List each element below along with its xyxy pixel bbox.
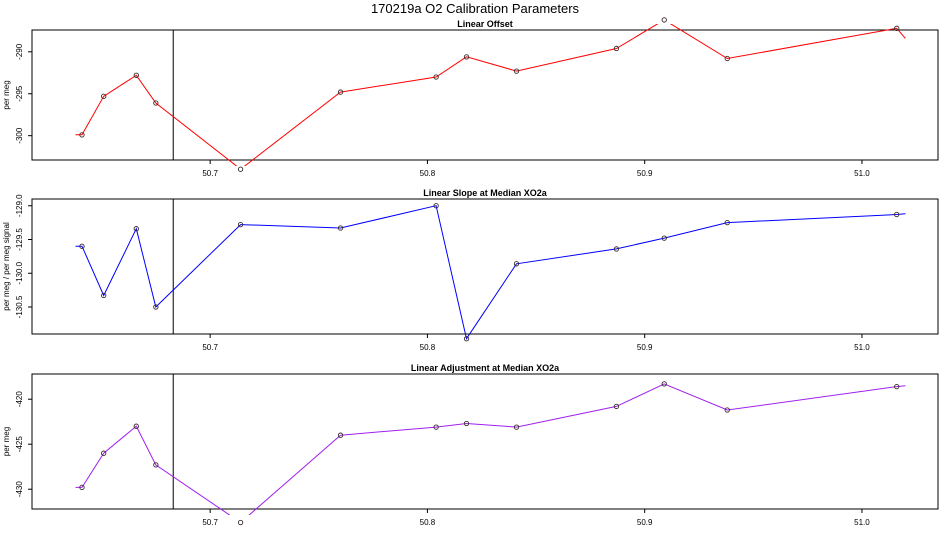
panel-title: Linear Slope at Median XO2a — [423, 188, 548, 198]
data-point — [153, 100, 159, 106]
data-point — [613, 246, 620, 252]
y-tick-label: -420 — [15, 391, 24, 408]
data-point — [237, 166, 244, 172]
y-axis-label: per meg — [2, 80, 11, 109]
data-point — [513, 424, 520, 430]
data-point — [101, 93, 107, 99]
plot-frame — [31, 373, 939, 510]
data-point — [337, 89, 344, 95]
data-point — [433, 424, 439, 430]
series-line — [75, 383, 906, 515]
series-line — [75, 24, 906, 166]
x-tick-label: 50.8 — [420, 343, 436, 352]
x-tick-label: 51.0 — [854, 343, 870, 352]
data-point — [337, 432, 344, 438]
data-point — [463, 336, 470, 342]
x-tick-label: 51.0 — [854, 169, 870, 178]
x-tick-label: 50.7 — [202, 343, 218, 352]
x-tick-label: 50.8 — [420, 169, 436, 178]
data-point — [79, 484, 85, 491]
data-point — [894, 211, 900, 218]
x-tick-label: 50.7 — [202, 518, 218, 527]
data-point — [513, 261, 520, 267]
x-tick-label: 50.9 — [637, 518, 653, 527]
data-point — [433, 74, 439, 80]
data-point — [237, 221, 244, 228]
y-tick-label: -295 — [15, 85, 24, 102]
data-point — [133, 72, 139, 78]
data-point — [133, 226, 139, 232]
data-point — [613, 45, 620, 52]
x-tick-label: 50.9 — [637, 169, 653, 178]
plot-frame — [31, 29, 939, 161]
y-tick-label: -129.0 — [15, 194, 24, 217]
y-tick-label: -129.5 — [15, 228, 24, 251]
y-axis-label: per meg / per meg signal — [2, 222, 11, 311]
data-point — [513, 68, 520, 74]
data-point — [661, 17, 667, 23]
x-tick-label: 50.8 — [420, 518, 436, 527]
data-point — [433, 203, 439, 209]
series-line — [75, 205, 906, 340]
y-tick-label: -130.0 — [15, 261, 24, 284]
data-point — [894, 383, 900, 390]
panel-title: Linear Adjustment at Median XO2a — [411, 363, 560, 373]
data-point — [894, 25, 900, 31]
y-tick-label: -130.5 — [15, 295, 24, 318]
x-tick-label: 50.9 — [637, 343, 653, 352]
data-point — [463, 420, 470, 427]
x-tick-label: 51.0 — [854, 518, 870, 527]
y-axis-label: per meg — [2, 427, 11, 456]
data-point — [463, 54, 470, 60]
data-point — [661, 235, 667, 241]
data-point — [613, 403, 620, 410]
data-point — [101, 292, 107, 299]
data-point — [153, 462, 159, 468]
data-point — [724, 407, 730, 413]
y-tick-label: -290 — [15, 43, 24, 60]
plot-frame — [31, 198, 939, 335]
x-tick-label: 50.7 — [202, 169, 218, 178]
chart-panel-3: Linear Adjustment at Median XO2a per meg 5… — [2, 363, 939, 527]
data-point — [337, 225, 344, 231]
data-point — [153, 304, 159, 310]
chart-panel-2: Linear Slope at Median XO2a per meg / per… — [2, 188, 939, 352]
data-point — [79, 132, 85, 138]
y-tick-label: -300 — [15, 127, 24, 144]
data-point — [724, 55, 730, 62]
data-point — [79, 243, 85, 249]
panel-title: Linear Offset — [457, 19, 513, 29]
data-point — [101, 450, 107, 456]
data-point — [724, 219, 730, 226]
data-point — [661, 381, 667, 387]
data-point — [237, 519, 244, 526]
figure-title: 170219a O2 Calibration Parameters — [371, 1, 580, 16]
data-point — [133, 423, 139, 429]
chart-panel-1: Linear Offset per meg 50.7 50.8 50.9 51.0 -290… — [2, 17, 939, 178]
y-tick-label: -430 — [15, 481, 24, 498]
panels-group: Linear Offset per meg 50.7 50.8 50.9 51.0 -290… — [2, 17, 939, 527]
y-tick-label: -425 — [15, 436, 24, 453]
